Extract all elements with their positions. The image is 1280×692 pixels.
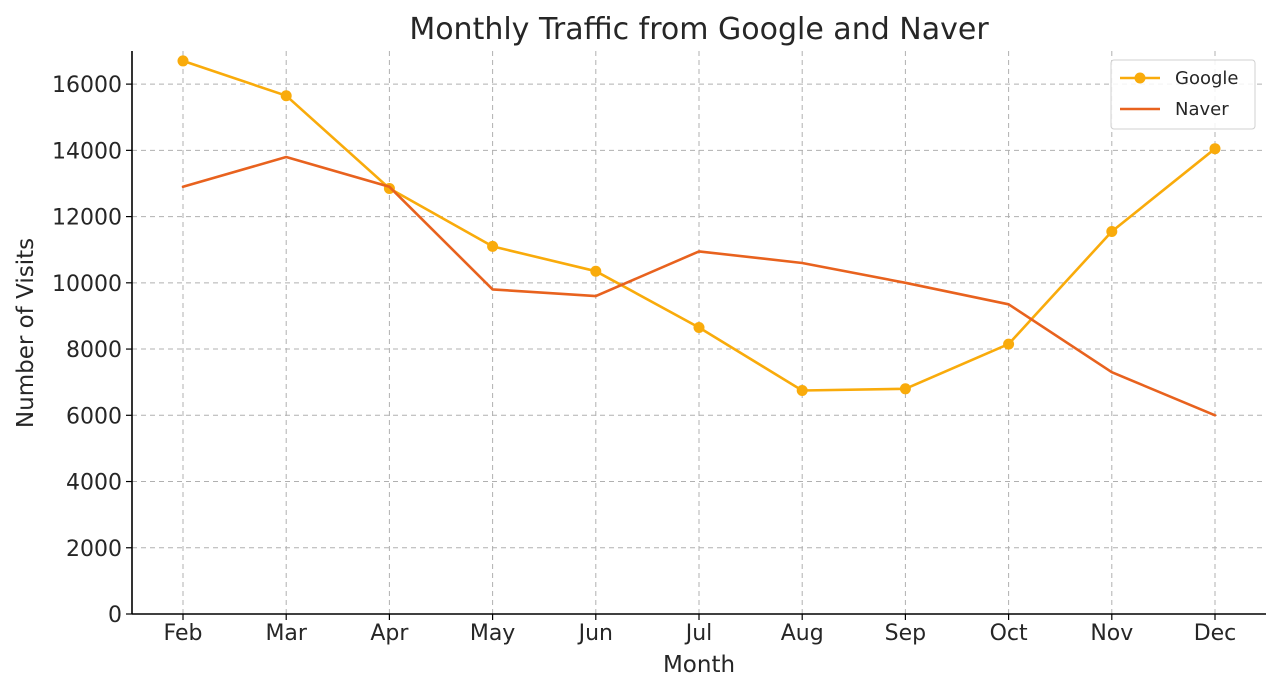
chart-title: Monthly Traffic from Google and Naver bbox=[409, 12, 989, 47]
y-axis-label: Number of Visits bbox=[13, 238, 39, 428]
series-line-naver bbox=[181, 155, 1217, 417]
x-tick-label-apr: Apr bbox=[370, 621, 409, 646]
tick-labels: Feb Mar Apr May Jun Jul Aug Sep Oct Nov Dec 0 2000 40… bbox=[52, 73, 1236, 646]
y-tick-label-8000: 8000 bbox=[66, 338, 122, 363]
x-tick-label-may: May bbox=[470, 621, 515, 646]
data-point-google-sep bbox=[899, 383, 911, 395]
legend-label-naver: Naver bbox=[1175, 99, 1229, 120]
x-tick-label-sep: Sep bbox=[885, 621, 926, 646]
legend-marker-google bbox=[1134, 72, 1146, 84]
legend-label-google: Google bbox=[1175, 68, 1238, 89]
y-tick-label-10000: 10000 bbox=[52, 272, 122, 297]
data-point-google-feb bbox=[177, 55, 189, 67]
y-tick-label-0: 0 bbox=[108, 603, 122, 628]
x-tick-label-nov: Nov bbox=[1090, 621, 1133, 646]
data-point-google-dec bbox=[1209, 143, 1221, 155]
x-tick-label-aug: Aug bbox=[781, 621, 824, 646]
data-point-google-jul bbox=[693, 322, 705, 334]
data-point-google-mar bbox=[280, 90, 292, 102]
x-tick-label-dec: Dec bbox=[1194, 621, 1237, 646]
x-tick-label-jul: Jul bbox=[684, 621, 713, 646]
data-point-google-may bbox=[487, 240, 499, 252]
y-tick-label-16000: 16000 bbox=[52, 73, 122, 98]
x-tick-label-jun: Jun bbox=[577, 621, 613, 646]
x-tick-label-mar: Mar bbox=[265, 621, 307, 646]
series-layer bbox=[177, 55, 1221, 417]
y-tick-label-2000: 2000 bbox=[66, 537, 122, 562]
data-point-google-nov bbox=[1106, 225, 1118, 237]
x-tick-label-oct: Oct bbox=[990, 621, 1028, 646]
x-tick-label-feb: Feb bbox=[164, 621, 203, 646]
data-point-google-oct bbox=[1003, 338, 1015, 350]
y-tick-label-14000: 14000 bbox=[52, 139, 122, 164]
x-axis-label: Month bbox=[663, 652, 735, 678]
y-tick-label-12000: 12000 bbox=[52, 206, 122, 231]
y-tick-label-4000: 4000 bbox=[66, 471, 122, 496]
data-point-google-aug bbox=[796, 384, 808, 396]
data-point-google-jun bbox=[590, 265, 602, 277]
y-tick-label-6000: 6000 bbox=[66, 404, 122, 429]
legend: Google Naver bbox=[1110, 59, 1256, 130]
